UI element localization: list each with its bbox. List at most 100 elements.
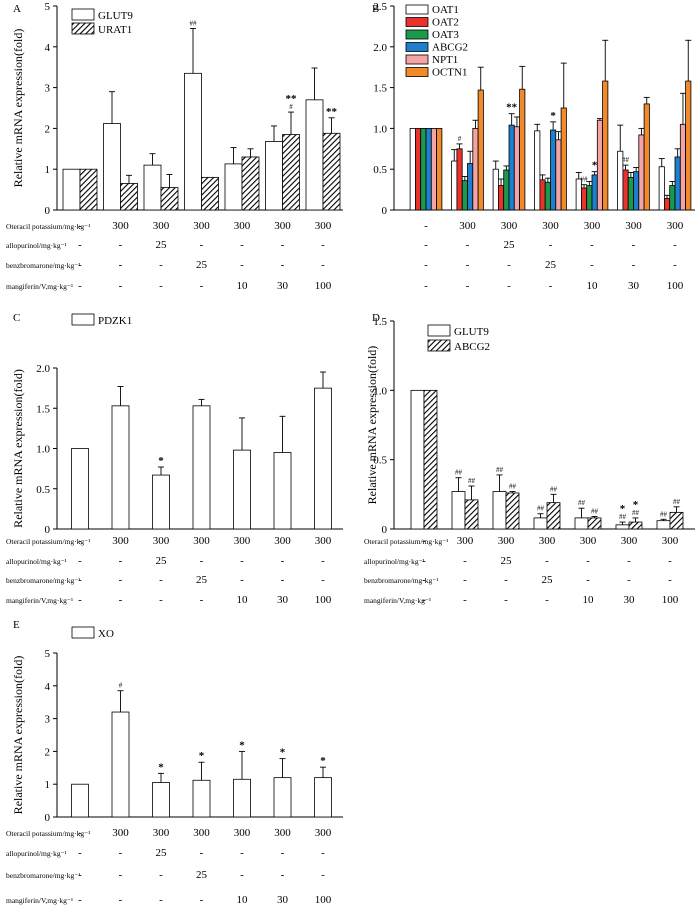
dose-value: 25: [156, 239, 168, 251]
significance-mark: ##: [509, 483, 517, 491]
y-axis-title: Relative mRNA expression(fold): [365, 346, 379, 505]
dose-value: 300: [193, 535, 210, 547]
bar: [602, 80, 609, 211]
bar: [111, 711, 130, 818]
bar: [79, 168, 98, 211]
dose-value: 300: [274, 220, 291, 232]
y-tick-label: 1: [45, 779, 51, 791]
dose-value: 100: [667, 280, 684, 292]
dose-value: -: [119, 259, 123, 271]
dose-value: 25: [196, 259, 208, 271]
significance-mark: *: [320, 755, 326, 767]
bar: [622, 169, 629, 211]
dose-value: -: [281, 574, 285, 586]
bar: [414, 127, 422, 211]
y-tick-label: 0: [45, 205, 51, 217]
dose-value: -: [586, 574, 590, 586]
bar: [587, 517, 602, 530]
dose-value: -: [78, 280, 82, 292]
panel-c: C 0 0.5 1.0 1.5 2.0 Relative mRNA expression(f…: [6, 312, 343, 606]
dose-value: 300: [153, 220, 170, 232]
legend-label: OCTN1: [432, 67, 467, 79]
panel-letter: C: [13, 312, 20, 324]
bar: [273, 777, 292, 818]
dose-value: -: [463, 594, 467, 606]
legend-label: NPT1: [432, 54, 458, 66]
dose-value: -: [422, 594, 426, 606]
bar: [674, 156, 681, 211]
significance-mark: ##: [468, 477, 476, 485]
legend-label: URAT1: [98, 24, 132, 36]
dose-value: -: [281, 259, 285, 271]
legend-swatch: [71, 22, 95, 35]
dose-value: -: [281, 847, 285, 859]
dose-value: 30: [624, 594, 636, 606]
bar: [233, 778, 251, 818]
legend-swatch: [71, 8, 95, 21]
dose-row-label: mangiferin/V,mg·kg⁻¹: [6, 896, 73, 905]
dose-value: -: [240, 869, 244, 881]
y-tick-label: 1.0: [36, 444, 50, 456]
y-tick-label: 1.0: [373, 123, 387, 135]
bar: [658, 166, 665, 211]
legend-label: GLUT9: [98, 10, 133, 22]
dose-value: -: [159, 894, 163, 906]
bar: [492, 168, 499, 211]
y-tick-label: 1: [45, 164, 51, 176]
legend-label: ABCG2: [454, 341, 490, 353]
dose-value: 300: [457, 535, 474, 547]
dose-value: -: [200, 594, 204, 606]
y-tick-label: 3: [45, 714, 51, 726]
significance-mark: *: [158, 761, 164, 773]
legend-swatch: [405, 67, 429, 77]
dose-value: 300: [621, 535, 638, 547]
bar: [233, 449, 251, 530]
bar: [643, 103, 650, 211]
bar: [539, 179, 546, 211]
dose-value: -: [78, 827, 82, 839]
dose-value: 300: [112, 220, 129, 232]
bar: [467, 163, 474, 211]
bar: [152, 474, 170, 530]
bar: [505, 492, 520, 530]
dose-value: 300: [459, 220, 476, 232]
dose-value: -: [321, 869, 325, 881]
y-tick-label: 5: [45, 648, 51, 660]
dose-row-label: allopurinol/mg·kg⁻¹: [6, 241, 67, 250]
dose-value: 30: [277, 594, 289, 606]
bar: [71, 448, 89, 530]
legend-label: OAT2: [432, 17, 459, 29]
y-tick-label: 1.5: [373, 83, 387, 95]
significance-mark: *: [592, 160, 598, 172]
bar: [160, 187, 179, 211]
dose-value: -: [586, 555, 590, 567]
y-tick-label: 0: [45, 524, 51, 536]
dose-value: -: [673, 239, 677, 251]
dose-row-label: mangiferin/V,mg·kg⁻¹: [6, 282, 73, 291]
significance-mark: **: [506, 102, 518, 114]
dose-value: -: [466, 239, 470, 251]
dose-row-label: benzbromarone/mg·kg⁻¹: [6, 871, 81, 880]
legend-swatch: [405, 4, 429, 15]
bar: [627, 176, 634, 211]
dose-value: -: [321, 847, 325, 859]
dose-value: -: [78, 555, 82, 567]
dose-value: -: [119, 894, 123, 906]
dose-value: -: [159, 259, 163, 271]
legend-label: OAT1: [432, 4, 459, 16]
significance-mark: ##: [673, 498, 681, 506]
dose-value: -: [119, 574, 123, 586]
bar: [519, 88, 526, 211]
y-tick-label: 1.5: [36, 403, 50, 415]
dose-value: 25: [196, 869, 208, 881]
y-axis-title: Relative mRNA expression(fold): [11, 656, 25, 815]
bar: [560, 107, 567, 211]
bar: [314, 777, 332, 818]
bar: [550, 129, 557, 211]
dose-value: -: [424, 220, 428, 232]
significance-mark: #: [119, 682, 123, 690]
dose-value: -: [159, 574, 163, 586]
panel-b: B00.51.01.52.02.5#####****OAT1OAT2OAT3AB…: [372, 1, 695, 292]
dose-value: -: [668, 574, 672, 586]
